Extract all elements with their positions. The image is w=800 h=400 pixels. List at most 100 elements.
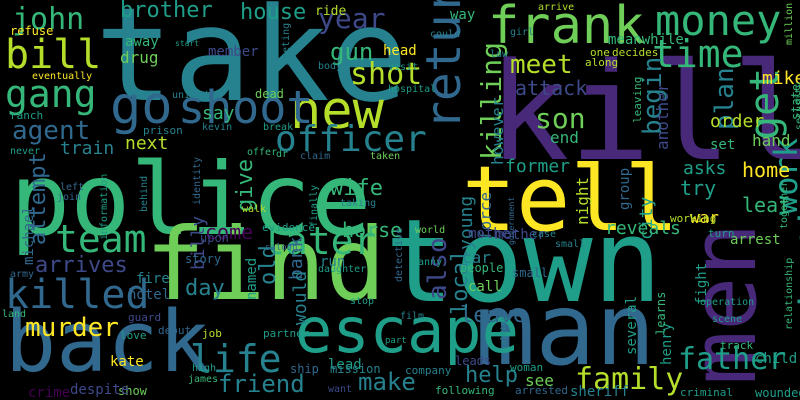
word-sheriff: sheriff [570,384,630,400]
word-killed: killed [5,272,150,318]
word-help: help [465,363,518,388]
word-detective: detective [394,227,405,282]
word-night: night [573,176,592,225]
word-company: company [405,364,452,377]
word-team: team [55,217,147,261]
word-arrested: arrested [515,384,568,397]
word-danny: danny [412,257,443,268]
word-son: son [535,102,586,135]
word-film: film [400,311,425,322]
word-death: death [792,199,800,320]
word-frank: frank [488,0,645,56]
word-meeting: meeting [281,22,292,65]
word-mother: mother [468,226,519,242]
word-year: year [318,2,386,35]
word-refuse: refuse [10,24,54,38]
word-war: war [690,208,719,227]
word-drug: drug [120,48,159,67]
word-finally: finally [309,184,320,227]
word-behind: behind [139,175,150,212]
word-working: working [670,212,717,225]
word-partner: partner [263,327,310,340]
word-time: time [652,32,744,76]
word-visit: visit [388,62,419,73]
word-scene: scene [712,314,743,325]
word-ride: ride [315,4,347,19]
word-information: information [99,173,110,240]
word-daughter: daughter [318,264,367,275]
word-deputy: deputy [158,324,198,337]
word-hand: hand [752,131,791,150]
word-house: house [240,0,307,25]
word-high: high [192,363,217,374]
word-shoot: shoot [178,81,314,134]
word-order: order [710,111,765,132]
word-taken: taken [370,151,401,162]
word-relationship: relationship [784,257,795,330]
word-million: million [784,2,795,45]
word-part: part [385,336,407,346]
word-hotel: hotel [128,287,171,303]
word-would: would [290,270,311,325]
word-love: love [120,329,147,342]
word-story: story [185,252,222,266]
word-saloon: saloon [265,243,298,253]
word-attack: attack [515,76,588,100]
word-arrest: arrest [730,232,781,248]
word-member: member [208,44,259,60]
word-way: way [450,7,476,23]
word-one: one [590,46,610,59]
word-end: end [550,128,579,147]
word-call: call [468,279,502,295]
word-money: money [655,0,782,45]
word-land: land [2,309,27,320]
word-officer: officer [275,119,427,160]
word-arrives: arrives [35,253,128,278]
word-eventually: eventually [32,71,93,82]
word-turn: turn [708,227,735,240]
word-father: father [678,342,787,377]
word-together: together [779,180,790,229]
word-away: away [125,34,159,50]
word-set: set [710,137,736,153]
word-agent: agent [12,116,91,146]
word-life: life [190,337,282,381]
word-child: child [755,351,798,367]
word-car: car [462,248,491,267]
word-next: next [125,133,169,154]
word-however: however [488,97,507,165]
word-shot: shot [350,57,423,92]
word-kevin: kevin [202,122,233,133]
word-several: several [624,295,640,355]
word-meanwhile: meanwhile [608,32,684,48]
word-join: join [57,192,82,203]
word-head: head [383,43,417,59]
word-job: job [202,327,222,340]
word-day: day [185,276,225,301]
word-mike: mike [762,68,800,89]
word-track: track [720,339,754,352]
word-soldier: soldier [499,316,508,350]
word-james: james [188,374,219,385]
word-leads: leads [455,354,492,368]
word-arrive: arrive [538,2,575,13]
word-united: united [172,90,209,101]
word-family: family [575,362,684,397]
word-find: find [145,206,386,323]
word-taking: taking [340,198,377,209]
word-dead: dead [255,87,284,101]
word-hospital: hospital [388,84,437,95]
word-named: named [244,257,260,300]
word-michael: michael [21,205,37,265]
word-escape: escape [295,294,519,367]
word-dr: dr [276,149,289,160]
word-mission: mission [330,362,381,376]
word-prison: prison [143,124,183,137]
word-law: law [490,49,509,60]
word-people: people [460,261,504,275]
word-break: break [263,122,294,133]
word-lead: lead [328,357,362,373]
word-say: say [202,103,235,124]
word-asks: asks [683,158,727,179]
word-another: another [653,82,672,150]
